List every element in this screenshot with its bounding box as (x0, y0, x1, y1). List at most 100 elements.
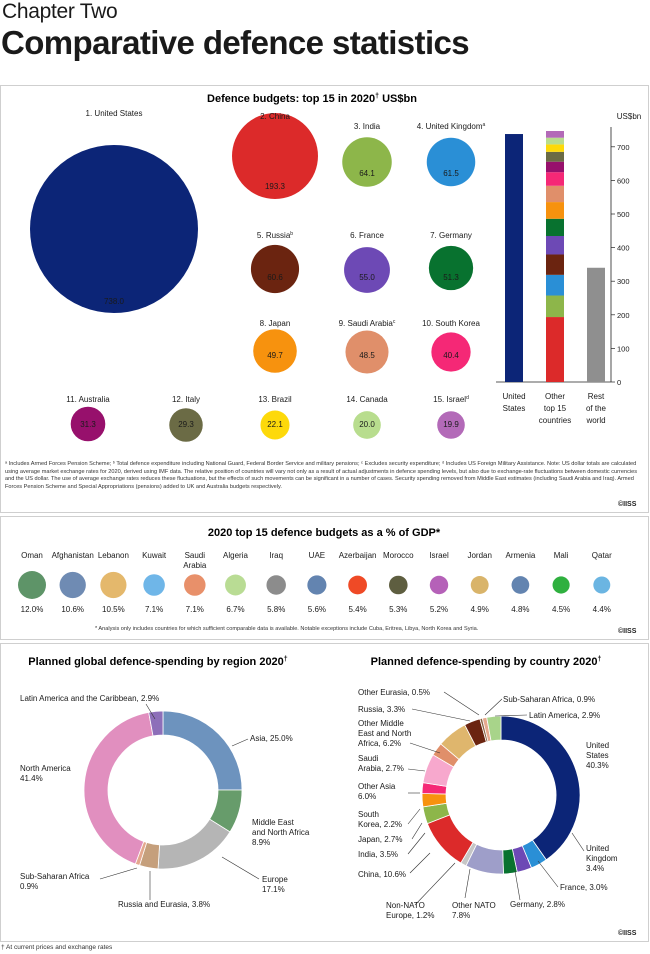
gdp-bubble (143, 574, 165, 596)
gdp-bubble-label: Azerbaijan (339, 551, 377, 560)
donut-leader (414, 862, 456, 906)
bar-y-label: US$bn (617, 112, 641, 121)
budget-bubble-label: 13. Brazil (258, 395, 292, 404)
budget-bubble (345, 330, 389, 374)
bar-segment (546, 185, 564, 203)
donut-label: Other Asia (358, 782, 396, 791)
donut-label: Europe, 1.2% (386, 911, 434, 920)
donut-label: Latin America and the Caribbean, 2.9% (20, 694, 159, 703)
donut-label: Sub-Saharan Africa, 0.9% (503, 695, 595, 704)
budget-bubble-value: 29.3 (178, 420, 194, 429)
gdp-bubble (348, 575, 367, 595)
budget-bubble-value: 22.1 (267, 420, 283, 429)
budget-bubble-value: 31.3 (80, 420, 96, 429)
donut-label: Europe (262, 875, 288, 884)
bar-category-label: Rest (588, 392, 605, 401)
donut-slice (148, 710, 164, 737)
bar-segment (546, 131, 564, 138)
top15-budgets-chart: Defence budgets: top 15 in 2020† US$bn 1… (30, 93, 641, 442)
donut-slice (500, 715, 581, 861)
budget-bubble-label: 12. Italy (172, 395, 200, 404)
budget-bubble (426, 137, 476, 187)
donut-label: Saudi (358, 754, 379, 763)
footer-note: † At current prices and exchange rates (1, 944, 113, 951)
gdp-bubble-label: Arabia (183, 561, 207, 570)
gdp-bubble (593, 576, 611, 594)
donut-label: Russia, 3.3% (358, 705, 405, 714)
budget-bubble-value: 40.4 (443, 351, 459, 360)
gdp-credit: ©IISS (618, 628, 637, 635)
donut-leader (99, 867, 138, 880)
donut-label: Middle East (252, 818, 295, 827)
budget-bubble (169, 408, 203, 442)
donut-label: Asia, 25.0% (250, 734, 293, 743)
donut-label: East and North (358, 729, 411, 738)
gdp-bubble (552, 576, 570, 594)
budget-bubble-value: 19.9 (443, 420, 459, 429)
budget-bubble-sup: a (483, 122, 486, 128)
donut-label: Other NATO (452, 901, 496, 910)
donut-label: North America (20, 764, 71, 773)
donut-label: 7.8% (452, 911, 470, 920)
gdp-bubble-value: 4.5% (552, 605, 570, 614)
donut-label: Africa, 6.2% (358, 739, 401, 748)
gdp-bubble-value: 12.0% (21, 605, 44, 614)
gdp-bubble-label: Armenia (506, 551, 536, 560)
gdp-bubble-label: Afghanistan (52, 551, 94, 560)
donut-label: and North Africa (252, 828, 310, 837)
budget-bubble-value: 193.3 (265, 182, 286, 191)
donut-label: China, 10.6% (358, 870, 406, 879)
top15-title: Defence budgets: top 15 in 2020 (207, 93, 375, 105)
bar-segment (546, 137, 564, 145)
donut-label: 3.4% (586, 864, 604, 873)
budget-bubble-value: 64.1 (359, 169, 375, 178)
bar-category-label: Other (545, 392, 565, 401)
bar-category-label: countries (539, 416, 571, 425)
bar-y-tick-label: 600 (617, 176, 630, 185)
gdp-bubble-label: Israel (429, 551, 449, 560)
donut-leader (409, 852, 431, 874)
budget-bubble-value: 51.3 (443, 273, 459, 282)
gdp-bubble-label: Lebanon (98, 551, 129, 560)
gdp-bubble-label: Iraq (269, 551, 283, 560)
budget-bubble (431, 332, 471, 372)
donut-slice (486, 715, 502, 742)
donut-label: France, 3.0% (560, 883, 608, 892)
budget-bubble-value: 61.5 (443, 169, 459, 178)
bar-y-tick-label: 500 (617, 210, 630, 219)
donut-leader (514, 870, 521, 901)
donut-label: 40.3% (586, 761, 609, 770)
budget-bubble (232, 113, 318, 199)
planned-spending-charts: Planned global defence-spending by regio… (20, 656, 618, 920)
donut-leader (409, 742, 441, 754)
bar-segment (546, 161, 564, 173)
gdp-bubble (388, 575, 408, 595)
svg-text:Planned global defence-spendin: Planned global defence-spending by regio… (28, 656, 288, 668)
top15-title-mark: † (375, 93, 379, 100)
budget-bubble-value: 60.6 (267, 273, 283, 282)
gdp-bubble (429, 575, 449, 595)
gdp-bubble (100, 571, 127, 599)
budget-bubble-sup: d (466, 395, 469, 401)
donut-leader (494, 714, 528, 717)
donut-slice (162, 710, 243, 791)
gdp-bubble (225, 574, 246, 596)
country-pie-title-mark: † (597, 656, 601, 663)
bar-category-label: States (503, 404, 526, 413)
gdp-bubble-value: 5.4% (348, 605, 366, 614)
donut-slice (157, 818, 231, 870)
budget-bubble-label: 9. Saudi Arabiac (339, 319, 396, 328)
bar-segment (546, 151, 564, 162)
donut-label: 8.9% (252, 838, 270, 847)
budget-bubble-label: 5. Russiab (257, 231, 293, 240)
gdp-bubble-value: 10.6% (61, 605, 84, 614)
donut-leader (411, 822, 423, 840)
donut-leader (221, 856, 260, 880)
bar-segment (546, 236, 564, 255)
donut-label: Korea, 2.2% (358, 820, 402, 829)
gdp-bubble-value: 7.1% (186, 605, 204, 614)
donut-leader (464, 868, 471, 899)
donut-leader (484, 698, 503, 716)
gdp-bubble-value: 5.2% (430, 605, 448, 614)
bar-segment (546, 254, 564, 275)
